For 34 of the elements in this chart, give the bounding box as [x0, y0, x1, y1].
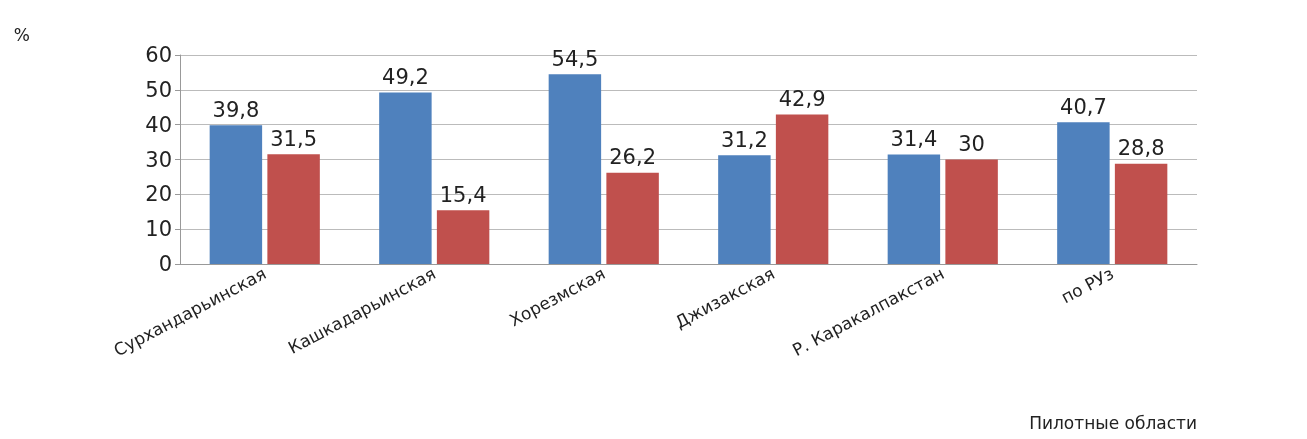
y-tick-label: 40	[145, 112, 172, 137]
bar	[606, 172, 659, 264]
data-label: 15,4	[439, 182, 487, 207]
bar	[887, 154, 941, 264]
data-label: 31,5	[270, 126, 317, 151]
bar	[436, 210, 490, 264]
bar	[1057, 122, 1110, 264]
data-label: 39,8	[212, 97, 260, 122]
y-tick-label: 50	[145, 77, 172, 102]
x-axis-title: Пилотные области	[1029, 412, 1197, 433]
data-label: 28,8	[1117, 136, 1165, 161]
bar	[209, 125, 263, 264]
x-tick-label: по РУз	[1057, 263, 1117, 308]
data-label: 30	[958, 132, 985, 156]
data-label: 26,2	[609, 145, 656, 170]
data-label: 54,5	[551, 46, 599, 71]
y-tick-label: 10	[145, 217, 172, 242]
bar	[267, 154, 320, 264]
bar	[945, 159, 998, 264]
y-tick-label: 30	[145, 147, 172, 172]
bar	[548, 74, 602, 264]
y-tick-label: 60	[145, 43, 172, 67]
bar	[718, 155, 771, 264]
data-label: 49,2	[382, 65, 429, 90]
data-label: 42,9	[778, 87, 826, 112]
bar	[775, 114, 829, 264]
bar	[1114, 163, 1168, 264]
data-label: 40,7	[1060, 94, 1107, 119]
data-label: 31,4	[890, 127, 938, 152]
data-label: 31,2	[721, 127, 768, 152]
bar	[379, 92, 432, 264]
y-tick-label: 20	[145, 182, 172, 207]
y-axis-title: %	[13, 24, 30, 45]
y-tick-label: 0	[158, 252, 172, 276]
